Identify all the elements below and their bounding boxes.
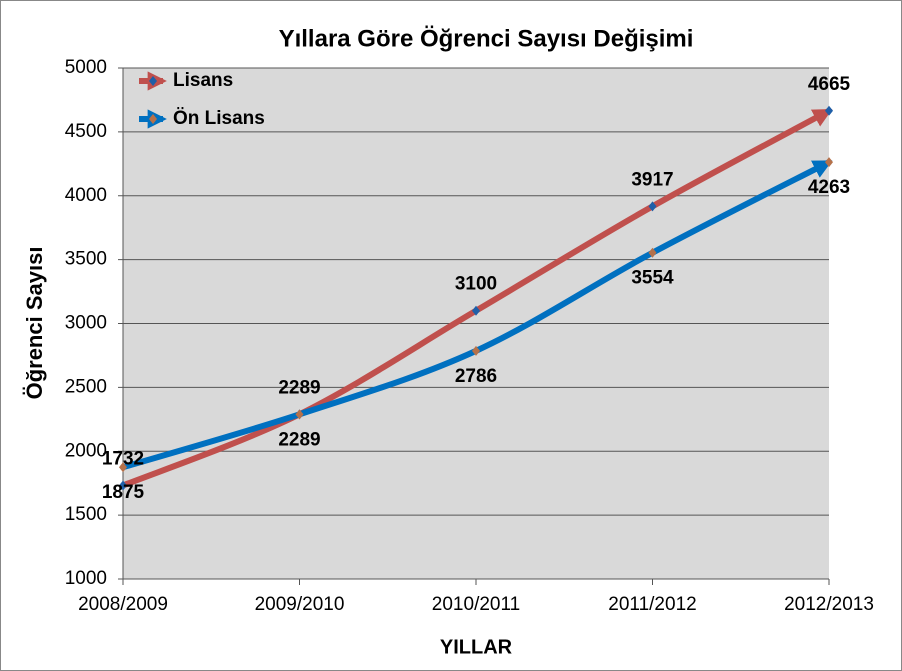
data-point xyxy=(825,105,833,116)
chart-title: Yıllara Göre Öğrenci Sayısı Değişimi xyxy=(279,25,694,52)
data-point xyxy=(648,247,657,258)
data-point xyxy=(472,305,480,316)
data-label: 2289 xyxy=(278,429,320,450)
data-label: 1732 xyxy=(102,449,144,470)
y-tick-label: 5000 xyxy=(65,57,107,78)
y-tick-label: 2500 xyxy=(65,376,107,397)
legend-label: Ön Lisans xyxy=(173,108,265,129)
y-tick-label: 1000 xyxy=(65,568,107,589)
y-tick-label: 4000 xyxy=(65,185,107,206)
x-tick-label: 2008/2009 xyxy=(78,594,168,615)
legend-marker xyxy=(149,76,157,86)
data-label: 3554 xyxy=(631,268,674,289)
legend-label: Lisans xyxy=(173,70,233,91)
data-label: 2786 xyxy=(455,366,497,387)
data-label: 3100 xyxy=(455,274,497,295)
data-label: 2289 xyxy=(278,377,320,398)
x-tick-label: 2010/2011 xyxy=(432,594,520,615)
data-point xyxy=(119,462,127,473)
x-tick-label: 2011/2012 xyxy=(608,594,696,615)
data-point xyxy=(825,157,833,168)
data-point xyxy=(295,409,304,420)
data-label: 4665 xyxy=(808,74,851,95)
x-tick-label: 2009/2010 xyxy=(255,594,345,615)
data-label: 4263 xyxy=(808,177,850,198)
data-point xyxy=(119,480,127,491)
x-tick-label: 2012/2013 xyxy=(784,594,874,615)
y-tick-label: 2000 xyxy=(65,440,107,461)
y-tick-label: 3000 xyxy=(65,313,107,334)
y-tick-label: 4500 xyxy=(65,121,107,142)
y-tick-label: 1500 xyxy=(65,504,107,525)
y-tick-label: 3500 xyxy=(65,249,107,270)
data-label: 3917 xyxy=(631,169,673,190)
x-axis-label: YILLAR xyxy=(440,636,513,658)
data-label: 1875 xyxy=(102,482,145,503)
data-point xyxy=(472,345,480,356)
legend-marker xyxy=(149,114,157,124)
data-point xyxy=(648,201,657,212)
y-axis-label: Öğrenci Sayısı xyxy=(22,247,47,400)
